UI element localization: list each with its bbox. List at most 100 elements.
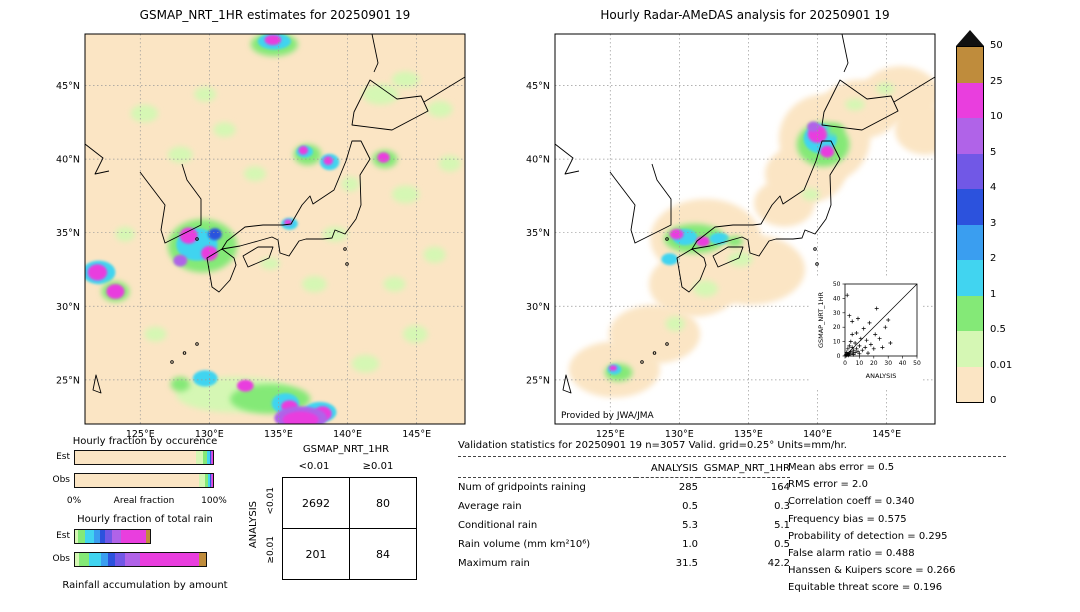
areal-axis-label: Areal fraction xyxy=(113,496,175,506)
precip-region xyxy=(87,264,108,281)
inset-y-tick-label: 50 xyxy=(833,281,841,288)
precip-region xyxy=(170,376,190,392)
stackbar-segment xyxy=(211,474,213,487)
precip-region xyxy=(194,86,217,102)
score-line: Mean abs error = 0.5 xyxy=(788,462,895,473)
lon-tick-label: 135°E xyxy=(734,429,763,440)
precip-region xyxy=(173,254,188,267)
colorbar-segment xyxy=(957,153,983,189)
colorbar-tick-label: 0.01 xyxy=(990,359,1013,371)
right-map-title: Hourly Radar-AMeDAS analysis for 2025090… xyxy=(600,8,890,22)
validation-row-label: Rain volume (mm km²10⁶) xyxy=(458,539,591,550)
inset-ylabel: GSMAP_NRT_1HR xyxy=(817,291,825,348)
precip-region xyxy=(362,84,399,105)
stackbar-segment xyxy=(111,530,122,543)
precip-region xyxy=(377,152,390,163)
precip-region xyxy=(845,98,865,111)
island-dot xyxy=(665,237,669,241)
island-dot xyxy=(195,237,199,241)
inset-xlabel: ANALYSIS xyxy=(866,372,897,380)
coastline-path xyxy=(562,374,572,394)
precip-region xyxy=(192,370,218,387)
validation-row-value: 5.3 xyxy=(682,520,698,531)
total-est-bar xyxy=(74,529,214,544)
island-dot xyxy=(815,262,819,266)
precip-region xyxy=(876,82,895,95)
occurrence-obs-bar xyxy=(74,473,214,488)
scatter-point xyxy=(866,351,870,356)
precip-region xyxy=(302,276,327,293)
score-line: Hanssen & Kuipers score = 0.266 xyxy=(788,565,956,577)
scatter-point xyxy=(853,350,858,355)
precip-region xyxy=(282,411,319,424)
inset-x-tick-label: 30 xyxy=(884,360,892,367)
island-dot xyxy=(640,360,644,364)
colorbar-segment xyxy=(957,118,983,154)
scatter-point xyxy=(861,326,866,331)
precip-region xyxy=(208,228,222,241)
colorbar-tick-label: 25 xyxy=(990,75,1003,87)
scatter-point xyxy=(845,293,850,298)
lat-tick-label: 25°N xyxy=(526,375,550,386)
stackbar-segment xyxy=(75,553,80,566)
scatter-point xyxy=(863,345,868,350)
stackbar-fill xyxy=(74,450,214,465)
stackbar-segment xyxy=(84,530,95,543)
inset-y-tick-label: 40 xyxy=(833,295,841,302)
validation-table: ANALYSIS GSMAP_NRT_1HR Num of gridpoints… xyxy=(458,461,790,573)
title-separator xyxy=(458,456,1006,457)
stackbar-segment xyxy=(94,530,100,543)
left-map-frame xyxy=(84,33,466,425)
total-est-label: Est xyxy=(56,531,70,541)
stackbar-segment xyxy=(199,553,206,566)
colorbar-segment xyxy=(957,331,983,367)
left-map: 125°E 130°E 135°E 140°E 145°E 45°N 40°N 35°N 30°… xyxy=(45,22,485,454)
colorbar-segments xyxy=(956,46,984,403)
scatter-point xyxy=(867,320,872,325)
left-map-background xyxy=(85,34,465,424)
scatter-point xyxy=(856,316,860,321)
contingency-row-label-lt: <0.01 xyxy=(264,477,278,525)
lon-tick-label: 140°E xyxy=(333,429,362,440)
scatter-point xyxy=(848,339,853,344)
stackbar-fill xyxy=(74,529,151,544)
precip-region xyxy=(298,145,309,155)
scatter-point xyxy=(871,346,876,351)
precip-region xyxy=(894,104,935,155)
inset-points xyxy=(843,293,893,358)
precip-region xyxy=(167,146,193,163)
scatter-point xyxy=(848,352,852,357)
inset-y-tick-label: 20 xyxy=(833,324,841,331)
precip-region xyxy=(608,365,618,371)
inset-ticks: 00 10 10 20 20 30 30 40 40 50 50 xyxy=(833,281,921,367)
inset-scatter: 00 10 10 20 20 30 30 40 40 50 50 GSMAP_NRT_1HR ANA… xyxy=(811,278,923,390)
stackbar-segment xyxy=(211,451,213,464)
coastline-path xyxy=(206,248,237,293)
left-map-gridlines xyxy=(85,34,465,424)
stackbar-segment xyxy=(77,530,85,543)
coastline-path xyxy=(139,163,202,244)
colorbar-segment xyxy=(957,82,983,118)
precip-region xyxy=(144,326,167,342)
precip-region xyxy=(179,227,198,244)
validation-col-analysis: ANALYSIS xyxy=(636,461,698,478)
lon-tick-label: 125°E xyxy=(126,429,155,440)
colorbar-segment xyxy=(957,260,983,296)
coastline-path xyxy=(92,374,102,394)
validation-row: Conditional rain 5.3 5.1 xyxy=(458,516,790,535)
validation-row-value: 0.5 xyxy=(682,501,698,512)
inset-frame xyxy=(844,283,918,357)
validation-row-value: 285 xyxy=(678,482,698,493)
coastline-path xyxy=(371,34,379,73)
lat-tick-label: 40°N xyxy=(56,155,80,166)
scatter-point xyxy=(853,341,858,345)
coastline-path xyxy=(85,143,110,175)
left-map-title: GSMAP_NRT_1HR estimates for 20250901 19 xyxy=(139,8,411,22)
colorbar-tick-label: 10 xyxy=(990,111,1003,122)
validation-row: Num of gridpoints raining 285 164 xyxy=(458,478,790,498)
scatter-point xyxy=(888,341,893,345)
scatter-point xyxy=(857,351,862,356)
lat-tick-label: 45°N xyxy=(526,81,550,92)
island-dot xyxy=(343,247,347,251)
colorbar-segment xyxy=(957,47,983,83)
